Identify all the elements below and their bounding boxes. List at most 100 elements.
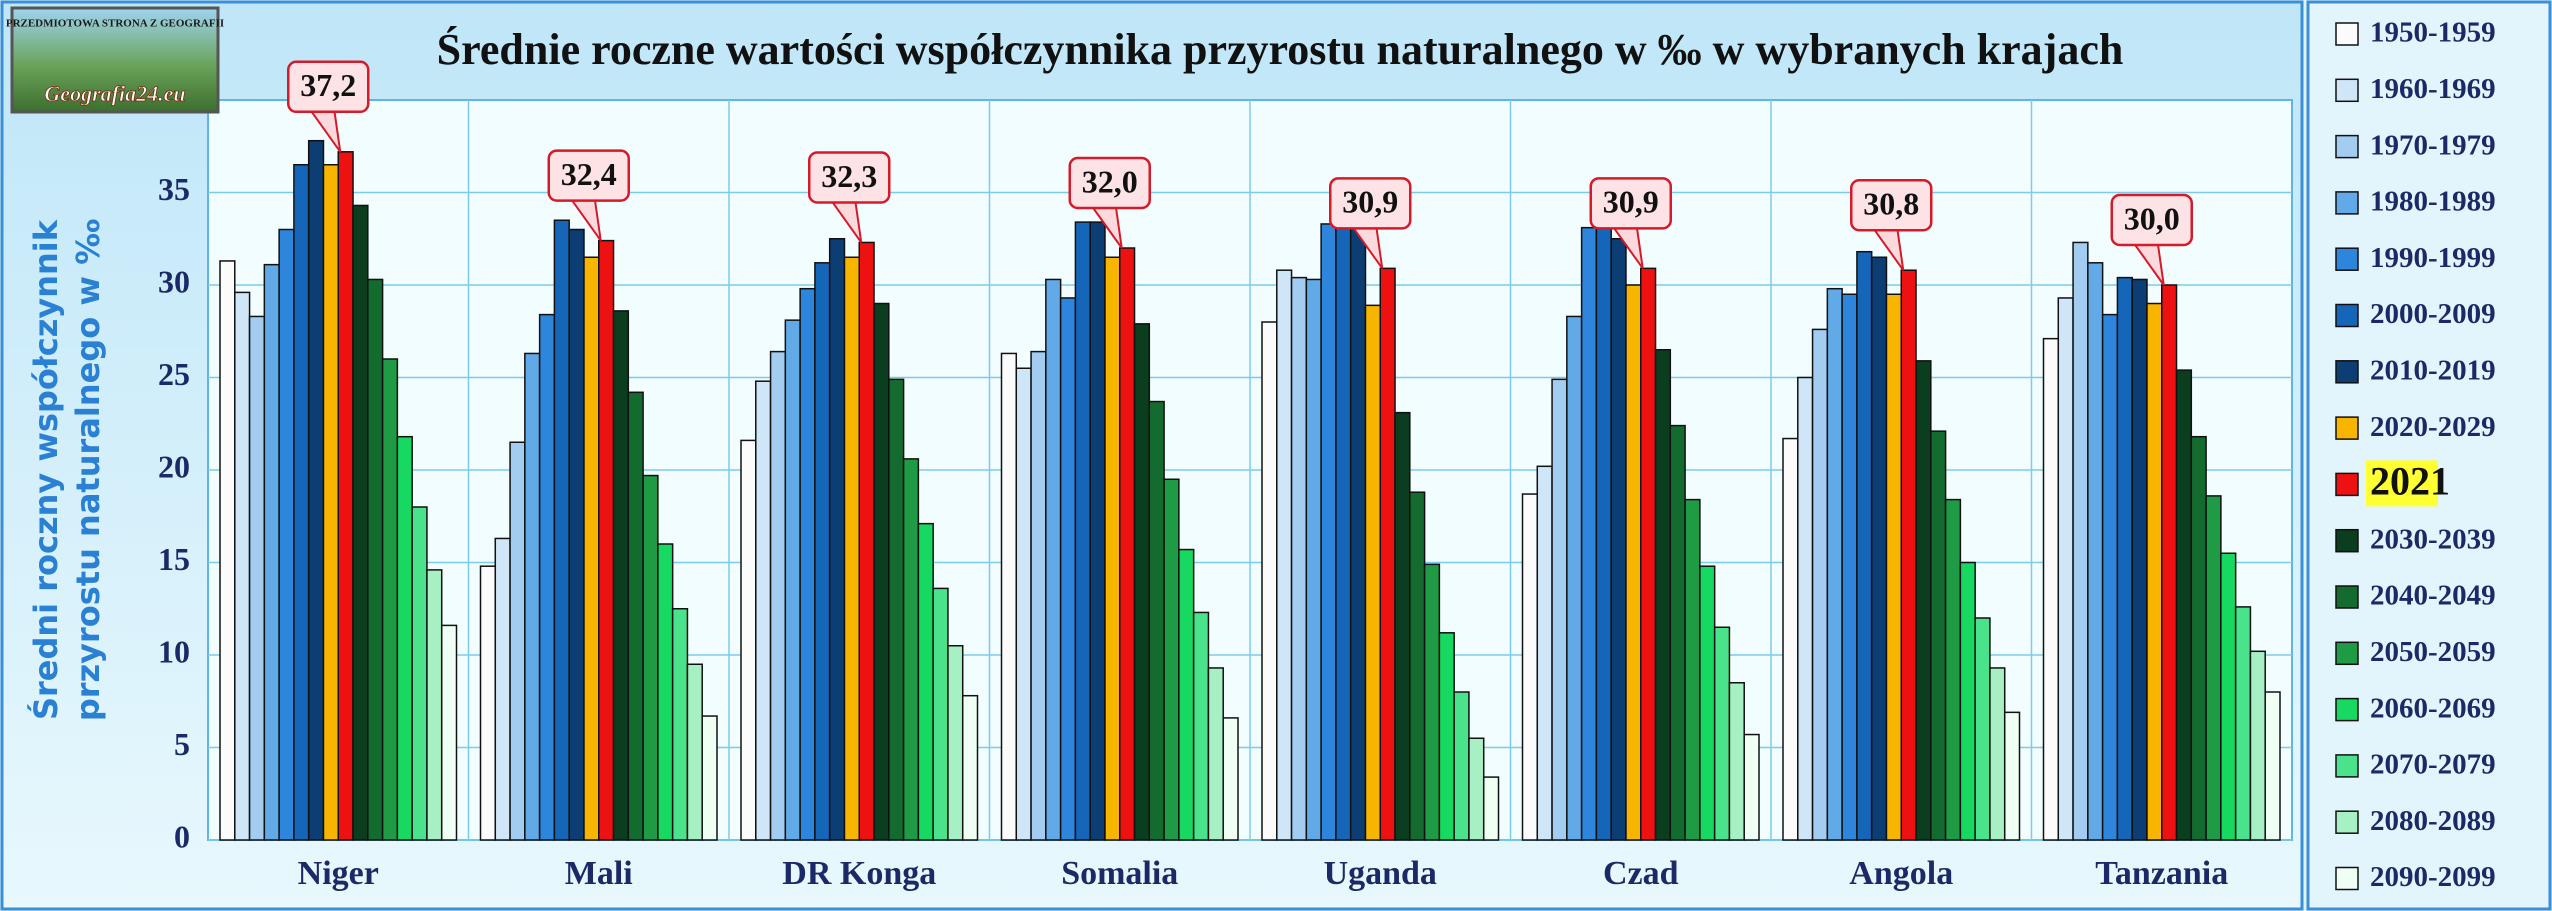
bar [323,165,338,840]
legend-label: 2010-2019 [2370,354,2496,386]
bar [540,315,555,840]
bar [1931,431,1946,840]
bar [1179,550,1194,840]
logo: PRZEDMIOTOWA STRONA Z GEOGRAFII Geografi… [6,8,224,112]
x-tick-label: Uganda [1324,855,1437,892]
legend-swatch [2336,192,2358,214]
bar [2005,712,2020,840]
bar [1842,294,1857,840]
bar [815,263,830,840]
bar [1262,322,1277,840]
bar [510,442,525,840]
bar [2132,279,2147,840]
bar [643,476,658,840]
bar [1425,564,1440,840]
bar [250,316,265,840]
legend-swatch [2336,23,2358,45]
bar [1960,563,1975,841]
bar [889,379,904,840]
bar [338,152,353,840]
logo-url: Geografia24.eu [44,81,185,106]
bar [1700,566,1715,840]
bar [1120,248,1135,840]
bar [279,230,294,841]
logo-top: PRZEDMIOTOWA STRONA Z GEOGRAFII [6,18,224,30]
bar [2236,607,2251,840]
bar [741,440,756,840]
bar [1395,413,1410,840]
bar [1292,278,1307,840]
chart-title: Średnie roczne wartości współczynnika pr… [437,25,2124,74]
bar [1454,692,1469,840]
y-axis-label: przyrostu naturalnego w ‰ [69,219,107,721]
y-axis-label: Średni roczny współczynnik [26,219,65,720]
legend-label: 2040-2049 [2370,580,2496,612]
legend-swatch [2336,473,2358,495]
bar [2044,339,2059,840]
bar [1031,352,1046,840]
bar [1321,224,1336,840]
value-label: 32,0 [1082,163,1138,199]
legend-swatch [2336,305,2358,327]
bar [2147,304,2162,841]
legend-label: 1950-1959 [2370,17,2496,49]
x-tick-label: Angola [1849,855,1953,892]
bar [844,257,859,840]
y-tick-label: 5 [174,726,190,762]
bar [220,261,235,840]
y-tick-label: 20 [158,448,190,484]
bar [918,524,933,840]
bar [658,544,673,840]
bar [2162,285,2177,840]
x-tick-label: Czad [1603,855,1679,892]
bar [1729,683,1744,840]
bar [2103,315,2118,840]
legend-swatch [2336,699,2358,721]
bar [1975,618,1990,840]
bar [2191,437,2206,840]
bar [1061,298,1076,840]
bar [442,625,457,840]
bar [427,570,442,840]
bar [1306,279,1321,840]
bar [1857,252,1872,840]
bar [1075,222,1090,840]
bar [1656,350,1671,840]
legend-label: 1960-1969 [2370,73,2496,105]
legend-swatch [2336,586,2358,608]
legend-swatch [2336,642,2358,664]
bar [1813,329,1828,840]
bar [756,381,771,840]
bar [874,304,889,841]
bar [1469,738,1484,840]
bar [2177,370,2192,840]
legend-label: 2030-2039 [2370,523,2496,555]
bar [2073,242,2088,840]
bar [412,507,427,840]
bar [673,609,688,840]
bar [554,220,569,840]
y-tick-label: 25 [158,356,190,392]
bar [1641,268,1656,840]
legend-swatch [2336,417,2358,439]
bar [1002,353,1017,840]
bar [235,292,250,840]
bar [1046,279,1061,840]
bar [2206,496,2221,840]
bar [1090,222,1105,840]
bar [1798,378,1813,841]
bar [628,392,643,840]
bar [1567,316,1582,840]
bar [785,320,800,840]
bar [1105,257,1120,840]
bar [1582,228,1597,840]
legend-label: 1980-1989 [2370,186,2496,218]
x-tick-label: Somalia [1061,855,1178,892]
x-tick-label: DR Konga [782,855,936,892]
bar [1380,268,1395,840]
bar [353,205,368,840]
value-label: 30,8 [1863,186,1919,222]
value-label: 37,2 [300,67,356,103]
bar [1194,612,1209,840]
legend-label: 1990-1999 [2370,242,2496,274]
